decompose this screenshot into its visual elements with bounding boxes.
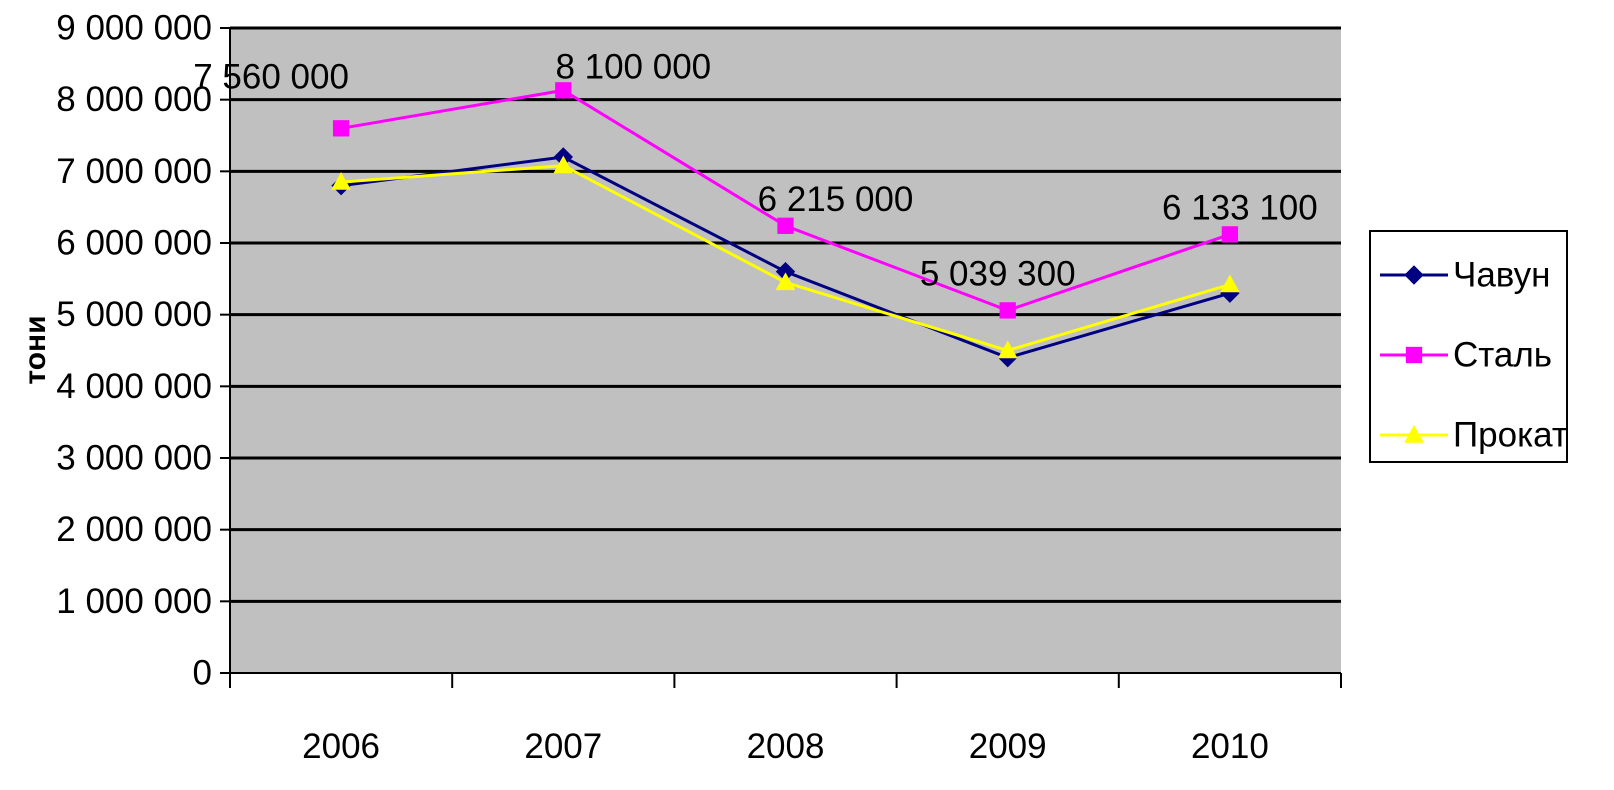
data-point	[997, 340, 1018, 359]
y-tick-label: 7 000 000	[56, 152, 212, 191]
data-point	[1220, 274, 1240, 293]
data-point	[331, 172, 351, 190]
x-tick-label: 2009	[969, 727, 1047, 766]
data-point	[999, 302, 1016, 319]
x-tick-label: 2010	[1191, 727, 1269, 766]
y-tick-label: 9 000 000	[56, 9, 212, 48]
data-label: 6 215 000	[758, 180, 914, 219]
y-tick-label: 6 000 000	[56, 224, 212, 263]
y-tick-label: 5 000 000	[56, 295, 212, 334]
y-tick-label: 1 000 000	[56, 582, 212, 621]
plot-area	[230, 28, 1341, 673]
data-point	[1404, 424, 1424, 443]
y-tick-label: 2 000 000	[56, 510, 212, 549]
y-tick-label: 0	[193, 654, 212, 693]
y-tick-label: 3 000 000	[56, 439, 212, 478]
data-point	[553, 155, 574, 174]
legend: Чавун Сталь Прокат	[1369, 230, 1568, 463]
legend-label: Чавун	[1453, 256, 1550, 295]
x-tick-label: 2006	[302, 727, 380, 766]
data-point	[777, 217, 794, 234]
data-point	[1405, 346, 1423, 364]
x-tick-label: 2007	[524, 727, 602, 766]
y-tick-label: 4 000 000	[56, 367, 212, 406]
data-label: 6 133 100	[1162, 188, 1318, 227]
data-label: 7 560 000	[193, 57, 349, 96]
data-point	[1404, 265, 1424, 285]
data-point	[775, 272, 796, 291]
data-point	[332, 120, 350, 137]
legend-label: Сталь	[1453, 336, 1552, 375]
data-label: 5 039 300	[920, 254, 1076, 293]
y-tick-label: 8 000 000	[56, 80, 212, 119]
series-2	[332, 82, 1239, 319]
y-axis-label: тони	[19, 315, 52, 384]
x-tick-label: 2008	[747, 727, 825, 766]
data-label: 8 100 000	[555, 47, 711, 86]
data-point	[555, 82, 572, 99]
legend-label: Прокат	[1453, 416, 1568, 455]
data-point	[1221, 226, 1239, 243]
series-3	[331, 155, 1240, 359]
legend-box	[1369, 230, 1568, 463]
